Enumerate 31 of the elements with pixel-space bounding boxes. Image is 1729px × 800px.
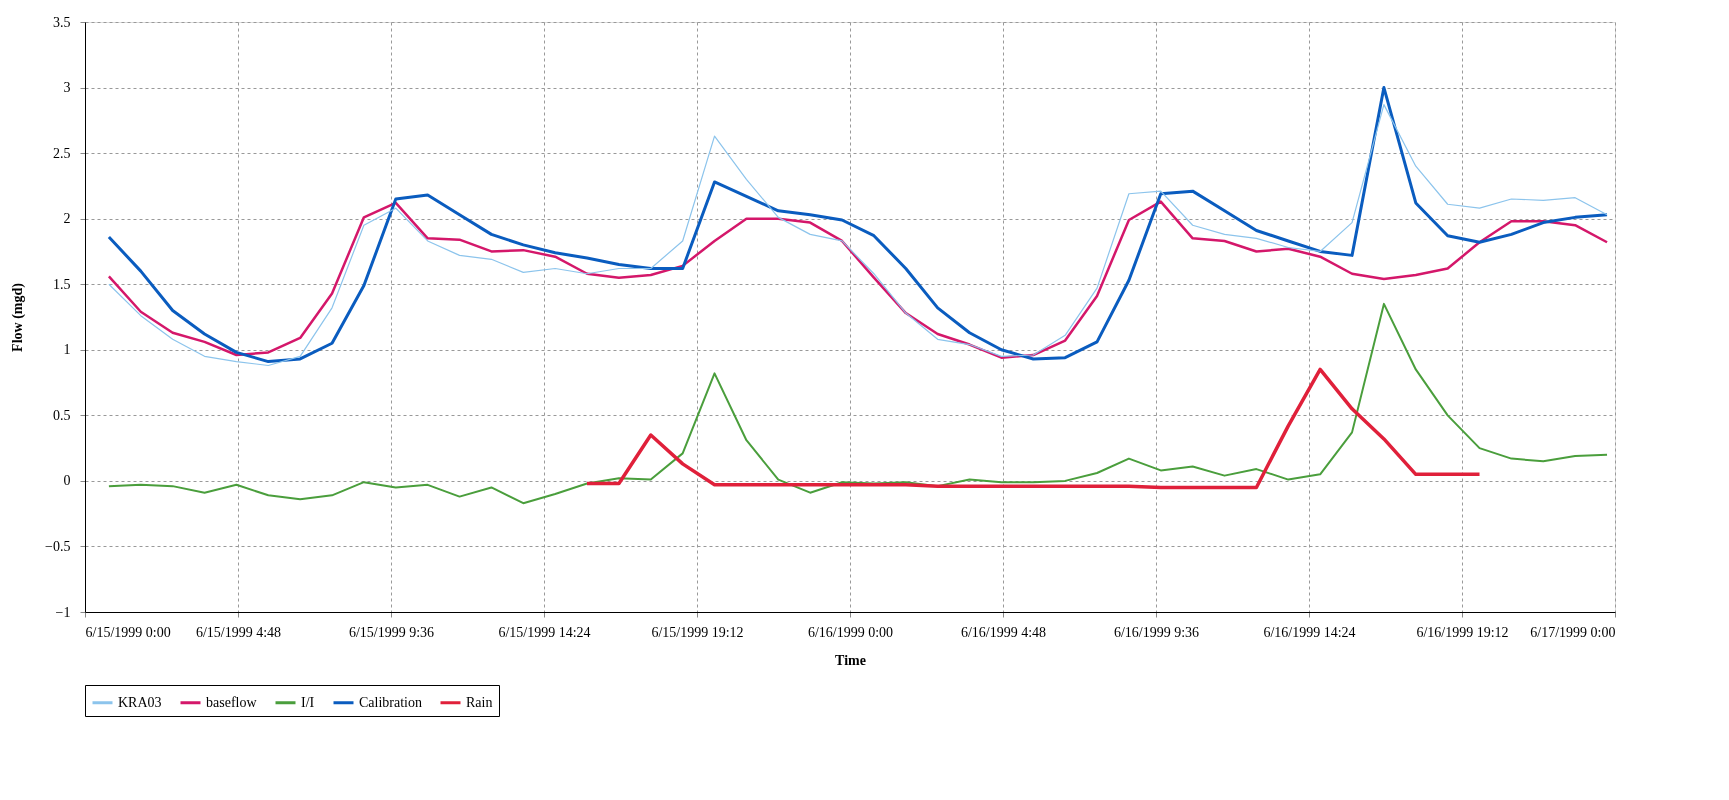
y-tick-label: −0.5: [45, 538, 71, 554]
legend-label: I/I: [301, 694, 315, 710]
x-tick-label: 6/15/1999 9:36: [348, 624, 435, 640]
x-tick-label: 6/17/1999 0:00: [1530, 624, 1616, 640]
x-tick-label: 6/15/1999 0:00: [85, 624, 171, 640]
legend-label: baseflow: [206, 694, 258, 710]
y-tick-label: 2: [63, 211, 71, 227]
x-tick-label: 6/16/1999 4:48: [960, 624, 1047, 640]
line-series: [585, 367, 1482, 490]
x-tick-label: 6/16/1999 0:00: [807, 624, 894, 640]
legend-label: Rain: [466, 694, 493, 710]
y-tick-label: 3: [63, 80, 71, 96]
x-tick-label: 6/15/1999 19:12: [651, 624, 744, 640]
legend-label: Calibration: [359, 694, 422, 710]
x-tick-label: 6/16/1999 9:36: [1113, 624, 1200, 640]
x-tick-label: 6/16/1999 14:24: [1263, 624, 1356, 640]
legend-label: KRA03: [118, 694, 162, 710]
x-tick-label: 6/15/1999 14:24: [498, 624, 591, 640]
line-series: [107, 200, 1609, 359]
x-tick-label: 6/16/1999 19:12: [1416, 624, 1509, 640]
y-tick-label: 1: [63, 342, 71, 358]
x-axis-title: Time: [835, 652, 866, 668]
y-tick-label: 1.5: [53, 276, 71, 292]
y-tick-label: 0.5: [53, 407, 71, 423]
y-tick-label: 0: [63, 473, 71, 489]
line-series: [107, 302, 1609, 505]
y-tick-label: 2.5: [53, 145, 71, 161]
y-axis-title: Flow (mgd): [10, 282, 27, 352]
x-tick-label: 6/15/1999 4:48: [195, 624, 282, 640]
y-tick-label: 3.5: [53, 14, 71, 30]
y-tick-label: −1: [55, 604, 71, 620]
